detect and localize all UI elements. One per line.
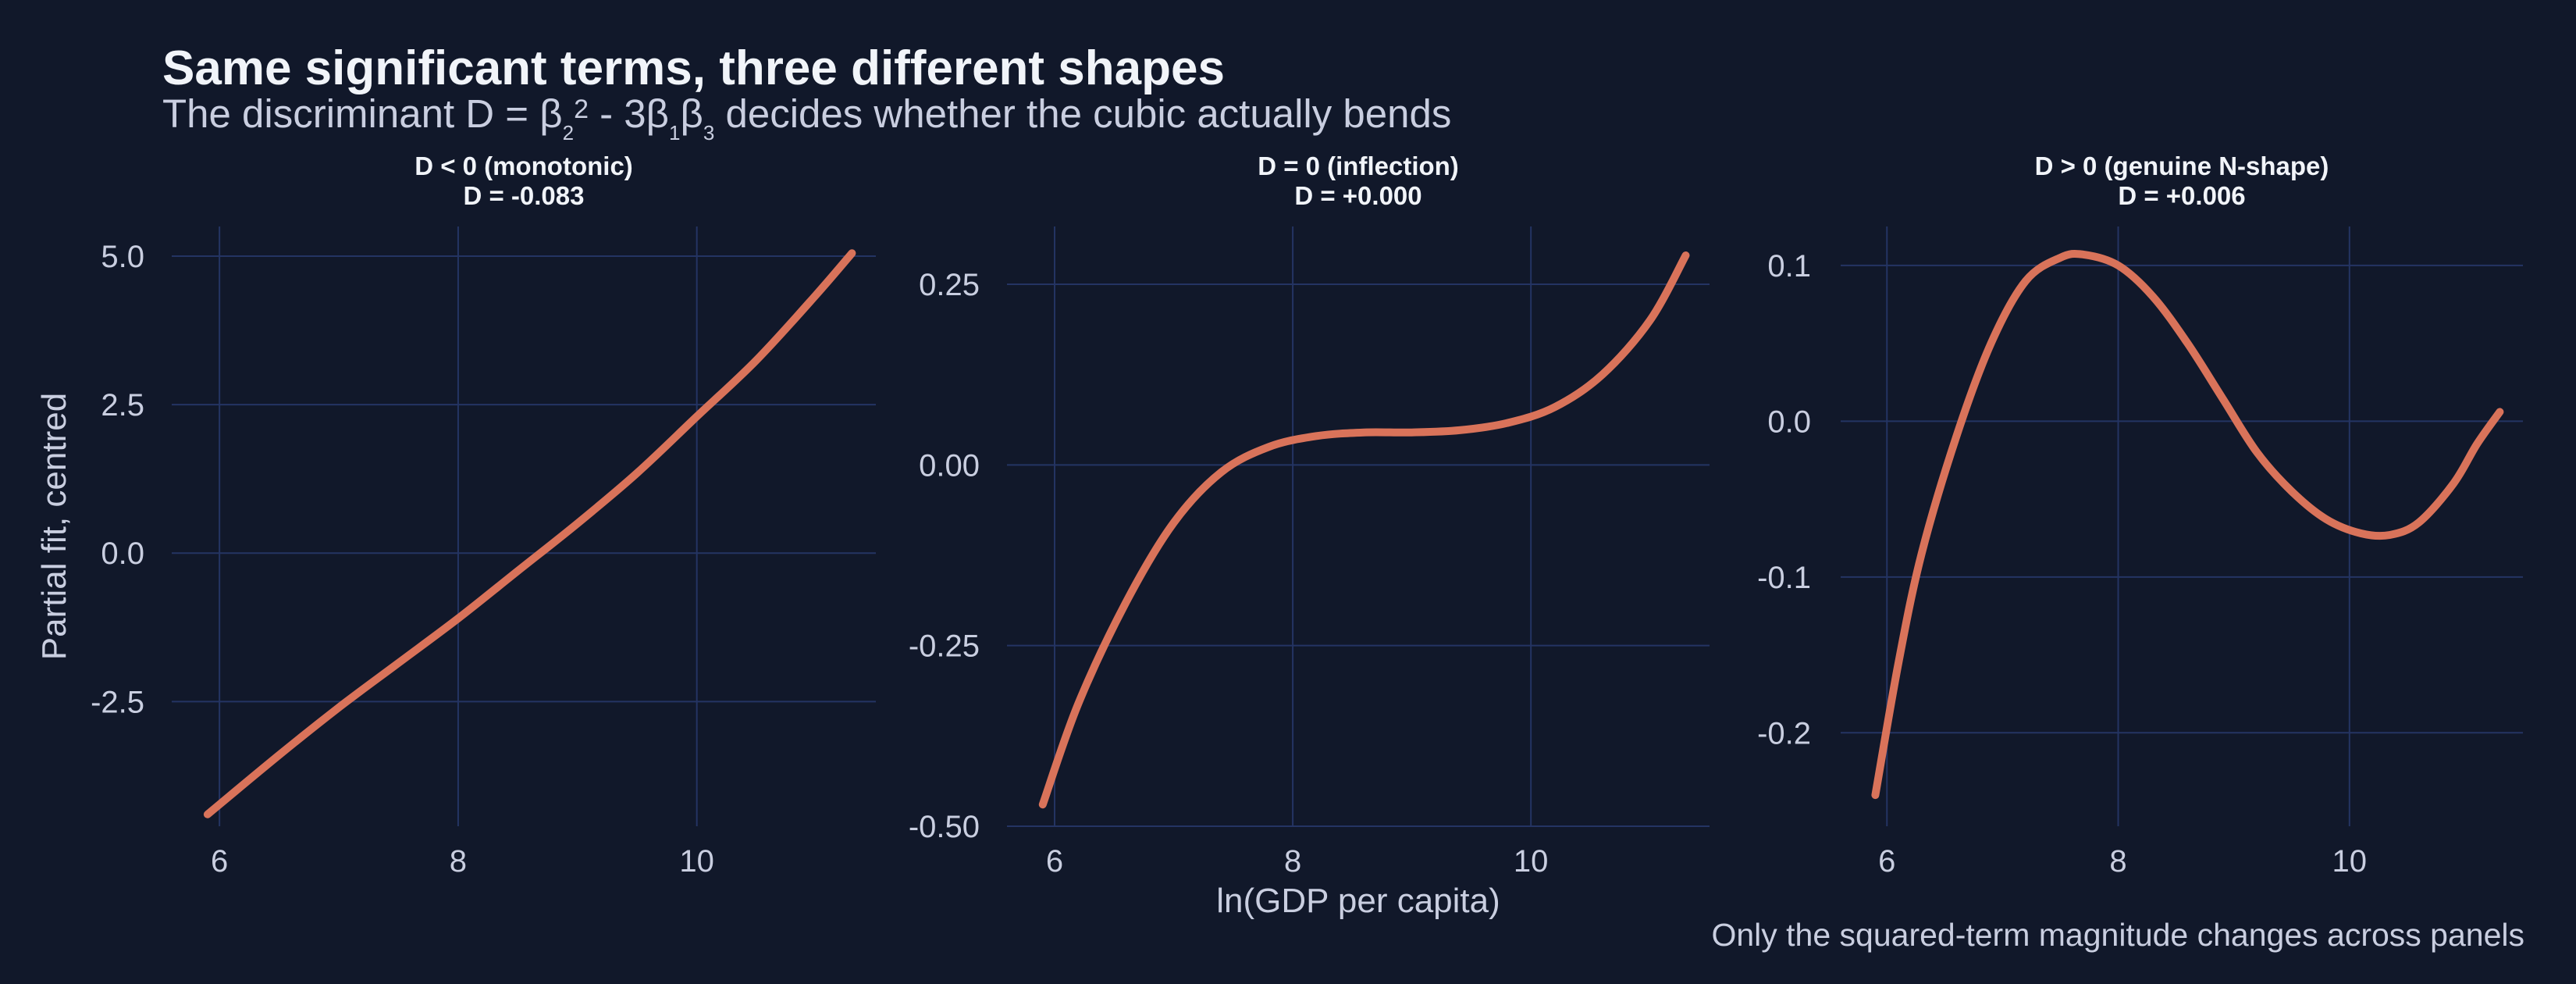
chart-subtitle: The discriminant D = β22 - 3β1β3 decides… — [162, 91, 1451, 145]
panel-2-ytick-label: 0.25 — [919, 268, 980, 302]
panel-1-title: D < 0 (monotonic) — [415, 152, 633, 180]
panel-2-subtitle: D = +0.000 — [1294, 181, 1421, 210]
panel-3-xtick-label: 6 — [1878, 844, 1895, 879]
panel-2-xtick-label: 10 — [1514, 844, 1549, 879]
panel-1-ytick-label: 5.0 — [101, 240, 144, 274]
panel-2-xlabel: ln(GDP per capita) — [1216, 882, 1500, 920]
panel-1-xtick-label: 8 — [450, 844, 467, 879]
panel-1-series-line — [203, 249, 856, 818]
panel-1-subtitle: D = -0.083 — [463, 181, 584, 210]
subtitle-sup: 2 — [574, 94, 589, 124]
panel-1-xtick-label: 6 — [211, 844, 228, 879]
chart-title: Same significant terms, three different … — [162, 41, 1225, 95]
subtitle-suffix: decides whether the cubic actually bends — [714, 91, 1452, 136]
panel-3-ytick-label: 0.0 — [1767, 405, 1811, 439]
panel-3-ytick-label: -0.1 — [1757, 561, 1811, 595]
panel-3-ytick-label: -0.2 — [1757, 716, 1811, 750]
subtitle-sub-1: 2 — [562, 121, 575, 144]
subtitle-sub-2: 1 — [669, 121, 681, 144]
chart-caption: Only the squared-term magnitude changes … — [1711, 917, 2524, 953]
panel-2-xtick-label: 6 — [1046, 844, 1063, 879]
panel-2-ytick-label: -0.25 — [909, 629, 980, 664]
panel-1-xtick-label: 10 — [679, 844, 714, 879]
panel-3-subtitle: D = +0.006 — [2118, 181, 2245, 210]
panel-3-xtick-label: 10 — [2332, 844, 2368, 879]
panel-3-title: D > 0 (genuine N-shape) — [2035, 152, 2329, 180]
panel-3-series-line — [1871, 249, 2504, 800]
subtitle-mid-2: β — [680, 91, 703, 136]
panel-2-xtick-label: 8 — [1284, 844, 1301, 879]
subtitle-sub-3: 3 — [703, 121, 715, 144]
panel-1-ytick-label: 0.0 — [101, 537, 144, 571]
panel-2-ytick-label: 0.00 — [919, 448, 980, 483]
subtitle-prefix: The discriminant D = β — [162, 91, 563, 136]
panel-1-ylabel: Partial fit, centred — [35, 393, 73, 660]
panel-2-title: D = 0 (inflection) — [1258, 152, 1459, 180]
panel-3-xtick-label: 8 — [2109, 844, 2126, 879]
panel-2-series-line — [1038, 251, 1690, 809]
panel-1-ytick-label: -2.5 — [91, 685, 144, 719]
panel-2-ytick-label: -0.50 — [909, 810, 980, 844]
panel-1-ytick-label: 2.5 — [101, 388, 144, 422]
subtitle-mid: - 3β — [588, 91, 670, 136]
panel-3-ytick-label: 0.1 — [1767, 249, 1811, 283]
